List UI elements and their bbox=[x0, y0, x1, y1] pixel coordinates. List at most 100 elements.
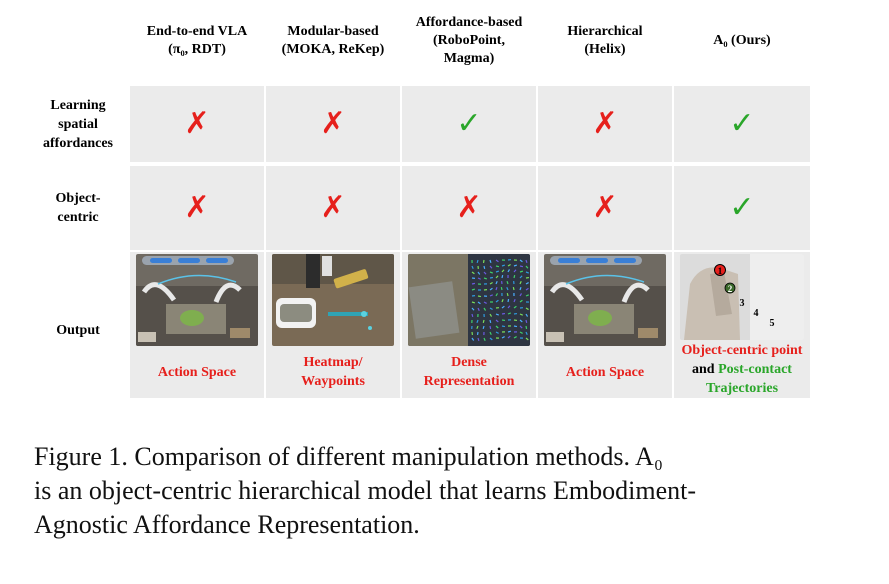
output-label-line: Object-centric point bbox=[681, 342, 803, 358]
flow-vector bbox=[519, 325, 523, 329]
flow-vector bbox=[525, 294, 529, 297]
flow-vector bbox=[525, 265, 529, 269]
caption-line: Figure 1. Comparison of different manipu… bbox=[34, 442, 663, 471]
cell-r1-c4: ✗ bbox=[538, 86, 672, 162]
flow-vector bbox=[489, 313, 493, 317]
flow-vector bbox=[495, 331, 499, 334]
flow-vector bbox=[519, 265, 524, 268]
flow-vector bbox=[471, 288, 476, 291]
flow-vector bbox=[495, 313, 500, 316]
row-label-line: affordances bbox=[43, 135, 113, 151]
flow-vector bbox=[525, 337, 529, 341]
flow-vector bbox=[477, 277, 481, 280]
output-label-line: Representation bbox=[423, 374, 515, 389]
flow-vector bbox=[513, 325, 518, 328]
flow-vector bbox=[476, 319, 479, 324]
flow-vector bbox=[513, 269, 517, 273]
cross-icon: ✗ bbox=[320, 190, 346, 225]
flow-vector bbox=[495, 286, 498, 291]
flow-vector bbox=[507, 298, 510, 303]
flow-vector bbox=[482, 319, 485, 324]
flow-vector bbox=[507, 330, 512, 333]
flow-vector bbox=[489, 325, 492, 330]
flow-vector bbox=[489, 337, 493, 341]
flow-vector bbox=[506, 292, 509, 297]
keypoint-label: 1 bbox=[718, 266, 723, 276]
flow-vector bbox=[477, 307, 480, 311]
row-label-object-centric: Object-centric bbox=[28, 166, 128, 250]
flow-vector bbox=[513, 305, 517, 309]
flow-vector bbox=[495, 259, 499, 263]
header-line: Hierarchical bbox=[567, 24, 643, 39]
row-label-line: centric bbox=[57, 210, 99, 225]
flow-vector bbox=[519, 319, 523, 323]
figure-caption: Figure 1. Comparison of different manipu… bbox=[34, 440, 834, 542]
flow-vector bbox=[489, 265, 493, 269]
flow-vector bbox=[501, 299, 504, 303]
flow-vector bbox=[512, 286, 515, 291]
cell-r2-c1: ✗ bbox=[130, 166, 264, 250]
column-header-end-to-end-vla: End-to-end VLA (π₀, RDT) bbox=[130, 0, 264, 82]
cross-icon: ✗ bbox=[592, 190, 618, 225]
cross-icon: ✗ bbox=[184, 106, 210, 141]
keypoint-label: 3 bbox=[740, 298, 745, 309]
header-line: End-to-end VLA bbox=[146, 24, 248, 39]
flow-vector bbox=[489, 294, 493, 297]
output-label: Action Space bbox=[538, 348, 672, 396]
cell-r1-c3: ✓ bbox=[402, 86, 536, 162]
flow-vector bbox=[501, 264, 506, 267]
output-label: Action Space bbox=[130, 348, 264, 396]
output-label-line: Dense bbox=[451, 355, 487, 370]
flow-vector bbox=[525, 307, 529, 311]
flow-vector bbox=[525, 313, 529, 317]
flow-vector bbox=[525, 271, 530, 274]
flow-vector bbox=[525, 319, 528, 324]
flow-vector bbox=[471, 271, 475, 275]
keypoint-label: 4 bbox=[754, 308, 759, 319]
output-cell-affordance: Dense Representation bbox=[402, 252, 536, 398]
flow-vector bbox=[471, 313, 474, 318]
flow-vector bbox=[489, 307, 493, 311]
flow-vector bbox=[477, 301, 481, 305]
robot-gripper-image bbox=[272, 254, 394, 346]
output-label: Dense Representation bbox=[402, 348, 536, 396]
flow-vector bbox=[483, 271, 487, 275]
header-line: (π₀, RDT) bbox=[168, 42, 226, 57]
column-header-affordance: Affordance-based (RoboPoint, Magma) bbox=[402, 0, 536, 82]
dual-arm-robot-image bbox=[544, 254, 666, 346]
flow-vector bbox=[471, 307, 475, 311]
keypoint-label: 2 bbox=[728, 284, 733, 294]
flow-vector bbox=[489, 259, 492, 264]
flow-vector bbox=[495, 275, 499, 279]
flow-vector bbox=[501, 274, 504, 279]
output-label-line: Waypoints bbox=[301, 374, 365, 389]
check-icon: ✓ bbox=[729, 190, 755, 225]
flow-vector bbox=[507, 335, 511, 339]
flow-vector bbox=[519, 331, 523, 334]
output-label: Heatmap/ Waypoints bbox=[266, 348, 400, 396]
flow-vector bbox=[525, 282, 529, 285]
flow-vector bbox=[495, 299, 499, 303]
cell-r2-c5: ✓ bbox=[674, 166, 810, 250]
output-label-line: Heatmap/ bbox=[303, 355, 363, 370]
flow-vector bbox=[483, 337, 486, 341]
flow-vector bbox=[525, 287, 529, 291]
flow-vector bbox=[495, 293, 499, 297]
flow-vector bbox=[471, 301, 476, 304]
object-centric-keypoints-image: 1 2 3 4 5 bbox=[680, 254, 804, 340]
flow-vector bbox=[525, 331, 528, 335]
dual-arm-robot-image bbox=[136, 254, 258, 346]
output-label-line: Trajectories bbox=[705, 380, 779, 396]
flow-vector bbox=[519, 313, 524, 316]
cell-r1-c2: ✗ bbox=[266, 86, 400, 162]
column-header-modular: Modular-based (MOKA, ReKep) bbox=[266, 0, 400, 82]
row-label-line: Output bbox=[56, 322, 100, 338]
header-line: Affordance-based bbox=[415, 15, 523, 30]
cross-icon: ✗ bbox=[320, 106, 346, 141]
output-cell-modular: Heatmap/ Waypoints bbox=[266, 252, 400, 398]
check-icon: ✓ bbox=[456, 106, 482, 141]
flow-vector bbox=[489, 319, 492, 324]
flow-vector bbox=[525, 325, 528, 330]
flow-vector bbox=[519, 299, 523, 303]
check-icon: ✓ bbox=[729, 106, 755, 141]
